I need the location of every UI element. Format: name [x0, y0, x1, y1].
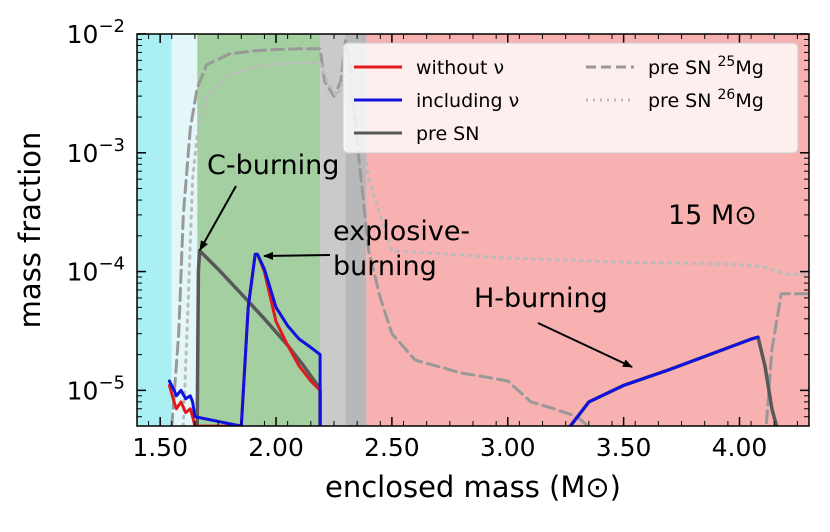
- annotation-explosive-burning-line1: explosive-: [333, 216, 470, 247]
- annotation-c-burning-arrow: [199, 185, 237, 251]
- shaded-region-0: [137, 34, 172, 426]
- x-axis-label: enclosed mass (M⊙): [325, 470, 621, 504]
- series-line-including-: [167, 252, 322, 426]
- legend: without ν including ν pre SN pre SN 25Mg…: [342, 42, 799, 154]
- annotation-h-burning: H-burning: [474, 283, 608, 314]
- legend-label-without-nu: without ν: [416, 57, 504, 79]
- shaded-region-3: [320, 34, 346, 426]
- y-tick-label: 10−4: [67, 254, 125, 287]
- x-tick-label: 3.50: [596, 433, 652, 462]
- annotation-explosive-burning-line2: burning: [333, 251, 437, 282]
- x-tick-label: 2.50: [364, 433, 420, 462]
- series-line-pre-sn-25mg: [170, 37, 809, 426]
- legend-label-pre-sn-mg25: pre SN 25Mg: [648, 54, 764, 79]
- x-tick-label: 4.00: [712, 433, 768, 462]
- y-tick-label: 10−5: [67, 372, 125, 405]
- x-tick-label: 1.50: [132, 433, 188, 462]
- x-tick-label: 3.00: [480, 433, 536, 462]
- annotation-c-burning: C-burning: [207, 150, 339, 181]
- y-tick-label: 10−3: [67, 135, 125, 168]
- legend-label-pre-sn-mg26: pre SN 26Mg: [648, 87, 764, 112]
- annotation-mass-label: 15 M⊙: [668, 200, 757, 231]
- legend-label-pre-sn: pre SN: [416, 123, 479, 145]
- y-axis-label: mass fraction: [13, 132, 47, 329]
- y-tick-label: 10−2: [67, 16, 125, 49]
- legend-box: [342, 42, 799, 154]
- series-line-pre-sn-26mg: [181, 61, 809, 426]
- annotation-explosive-burning-arrow: [263, 251, 331, 260]
- series-line-h-burning-including-: [568, 335, 760, 426]
- legend-label-including-nu: including ν: [416, 90, 519, 112]
- x-tick-label: 2.00: [248, 433, 304, 462]
- annotation-h-burning-arrow: [537, 322, 633, 368]
